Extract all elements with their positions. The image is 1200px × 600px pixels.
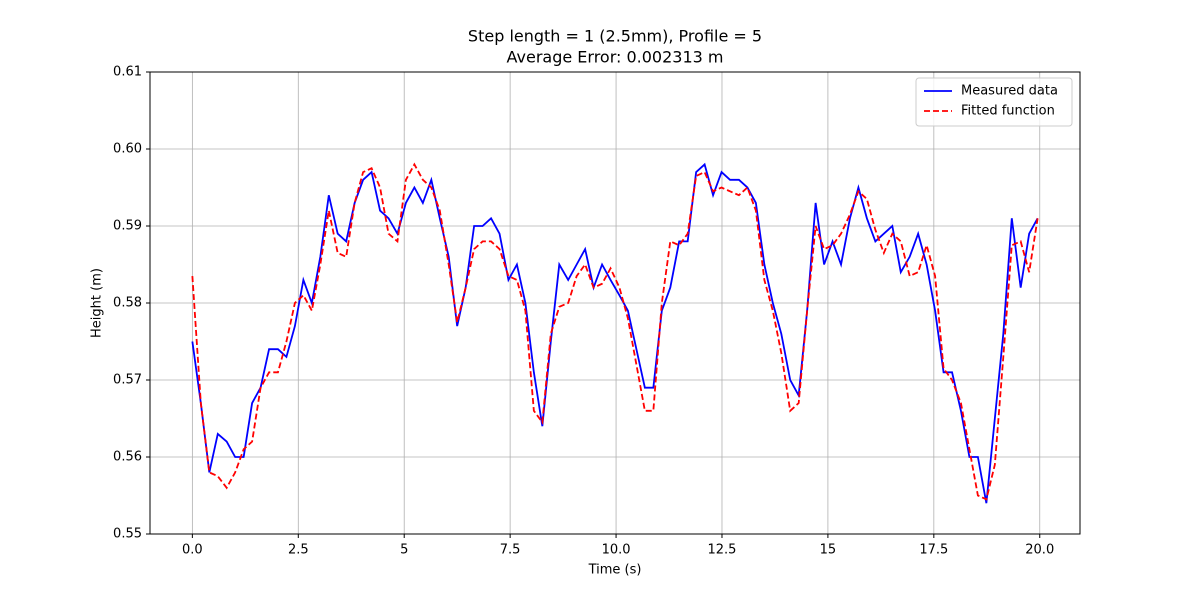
x-tick-label: 0.0 <box>182 543 203 558</box>
y-tick-label: 0.59 <box>113 219 142 234</box>
y-tick-label: 0.55 <box>113 527 142 542</box>
y-tick-label: 0.58 <box>113 296 142 311</box>
x-tick-label: 10.0 <box>602 543 631 558</box>
series-line <box>191 162 1039 501</box>
x-tick-label: 5 <box>400 543 408 558</box>
x-tick-label: 12.5 <box>708 543 737 558</box>
y-tick-label: 0.56 <box>113 450 142 465</box>
legend-label: Fitted function <box>961 104 1055 119</box>
x-tick-label: 17.5 <box>919 543 948 558</box>
x-tick-label: 15 <box>820 543 837 558</box>
legend-box <box>915 77 1073 127</box>
plot-frame <box>149 71 1081 535</box>
x-tick-label: 7.5 <box>500 543 521 558</box>
x-tick-label: 2.5 <box>288 543 309 558</box>
chart-title: Step length = 1 (2.5mm), Profile = 5 <box>468 27 762 46</box>
legend-label: Measured data <box>961 84 1058 99</box>
y-tick-label: 0.60 <box>113 142 142 157</box>
x-axis-label: Time (s) <box>588 563 642 578</box>
y-axis-label: Height (m) <box>90 268 105 338</box>
chart-subtitle: Average Error: 0.002313 m <box>507 48 724 67</box>
y-tick-label: 0.61 <box>113 65 142 80</box>
y-tick-label: 0.57 <box>113 373 142 388</box>
series-line <box>191 162 1039 504</box>
x-tick-label: 20.0 <box>1025 543 1054 558</box>
